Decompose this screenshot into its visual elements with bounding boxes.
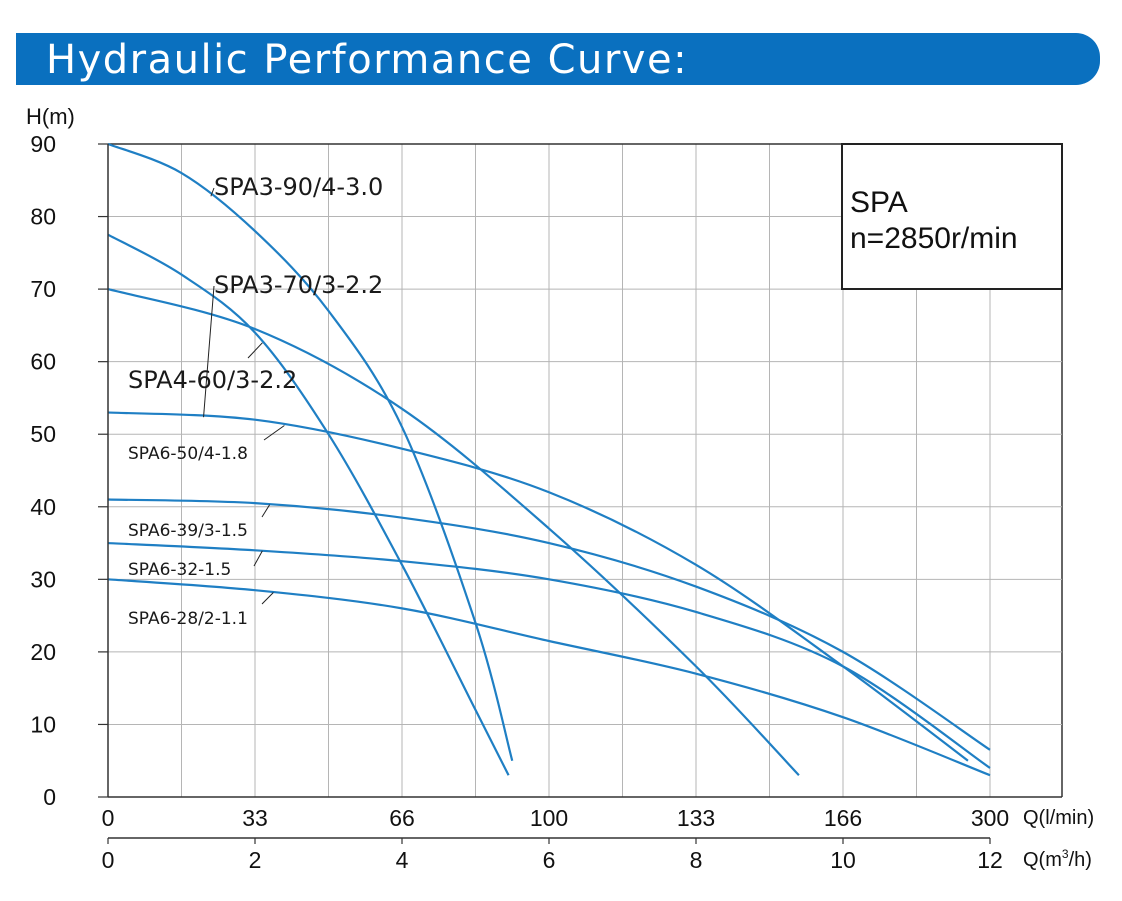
info-box <box>841 143 1063 290</box>
annotation-label: SPA6-39/3-1.5 <box>128 521 248 541</box>
y-tick-label: 70 <box>30 276 56 302</box>
x-tick-label-lmin: 0 <box>102 805 115 831</box>
x-axis-label-m3h: Q(m3/h) <box>1023 847 1092 871</box>
x-tick-label-m3h: 10 <box>830 847 856 873</box>
x-tick-label-lmin: 166 <box>824 805 862 831</box>
x-tick-label-lmin: 100 <box>530 805 568 831</box>
annotation-label: SPA6-28/2-1.1 <box>128 609 248 629</box>
annotation-leader <box>210 187 215 197</box>
x-tick-label-lmin: 300 <box>971 805 1009 831</box>
annotation-leader <box>261 504 271 518</box>
annotations: SPA3-90/4-3.0 SPA3-70/3-2.2 SPA4-60/3-2.2 S… <box>128 173 383 629</box>
axes: 0 10 20 30 40 50 60 70 80 90 0 33 66 100 133 166 300 0 2 4 6… <box>30 131 1062 873</box>
annotation-label: SPA6-50/4-1.8 <box>128 444 248 464</box>
y-tick-label: 50 <box>30 421 56 447</box>
x-tick-label-m3h: 8 <box>690 847 703 873</box>
x-tick-label-lmin: 33 <box>242 805 268 831</box>
y-tick-label: 10 <box>30 711 56 737</box>
y-tick-label: 80 <box>30 204 56 230</box>
x-tick-label-m3h: 2 <box>249 847 262 873</box>
x-tick-label-m3h: 0 <box>102 847 115 873</box>
annotation-leader <box>203 285 215 418</box>
x-tick-label-m3h: 6 <box>543 847 556 873</box>
y-tick-label: 60 <box>30 349 56 375</box>
annotation-label: SPA4-60/3-2.2 <box>128 366 297 394</box>
y-tick-label: 30 <box>30 566 56 592</box>
x-tick-label-m3h: 4 <box>396 847 409 873</box>
annotation-label: SPA6-32-1.5 <box>128 560 231 580</box>
curve-7 <box>107 578 991 777</box>
y-axis-label: H(m) <box>26 104 75 129</box>
y-tick-label: 90 <box>30 131 56 157</box>
annotation-leader <box>263 425 285 441</box>
y-tick-label: 40 <box>30 494 56 520</box>
x-axis-label-lmin: Q(l/min) <box>1023 807 1094 829</box>
x-tick-label-lmin: 133 <box>677 805 715 831</box>
annotation-label: SPA3-90/4-3.0 <box>214 173 383 201</box>
curve-5 <box>107 498 991 751</box>
x-tick-label-lmin: 66 <box>389 805 415 831</box>
annotation-label: SPA3-70/3-2.2 <box>214 271 383 299</box>
annotation-leader <box>247 342 263 359</box>
info-box-speed: n=2850r/min <box>850 222 1018 255</box>
curve-6 <box>107 541 991 769</box>
annotation-leader <box>261 592 274 605</box>
curves <box>107 142 991 777</box>
curve-4 <box>107 411 969 762</box>
page-title: Hydraulic Performance Curve: <box>46 37 689 83</box>
x-tick-label-m3h: 12 <box>977 847 1003 873</box>
annotation-leader <box>253 550 263 567</box>
y-tick-label: 20 <box>30 639 56 665</box>
curve-2 <box>107 233 510 776</box>
info-box-series: SPA <box>850 186 908 219</box>
title-banner: Hydraulic Performance Curve: <box>16 33 1100 85</box>
y-tick-label: 0 <box>43 784 56 810</box>
